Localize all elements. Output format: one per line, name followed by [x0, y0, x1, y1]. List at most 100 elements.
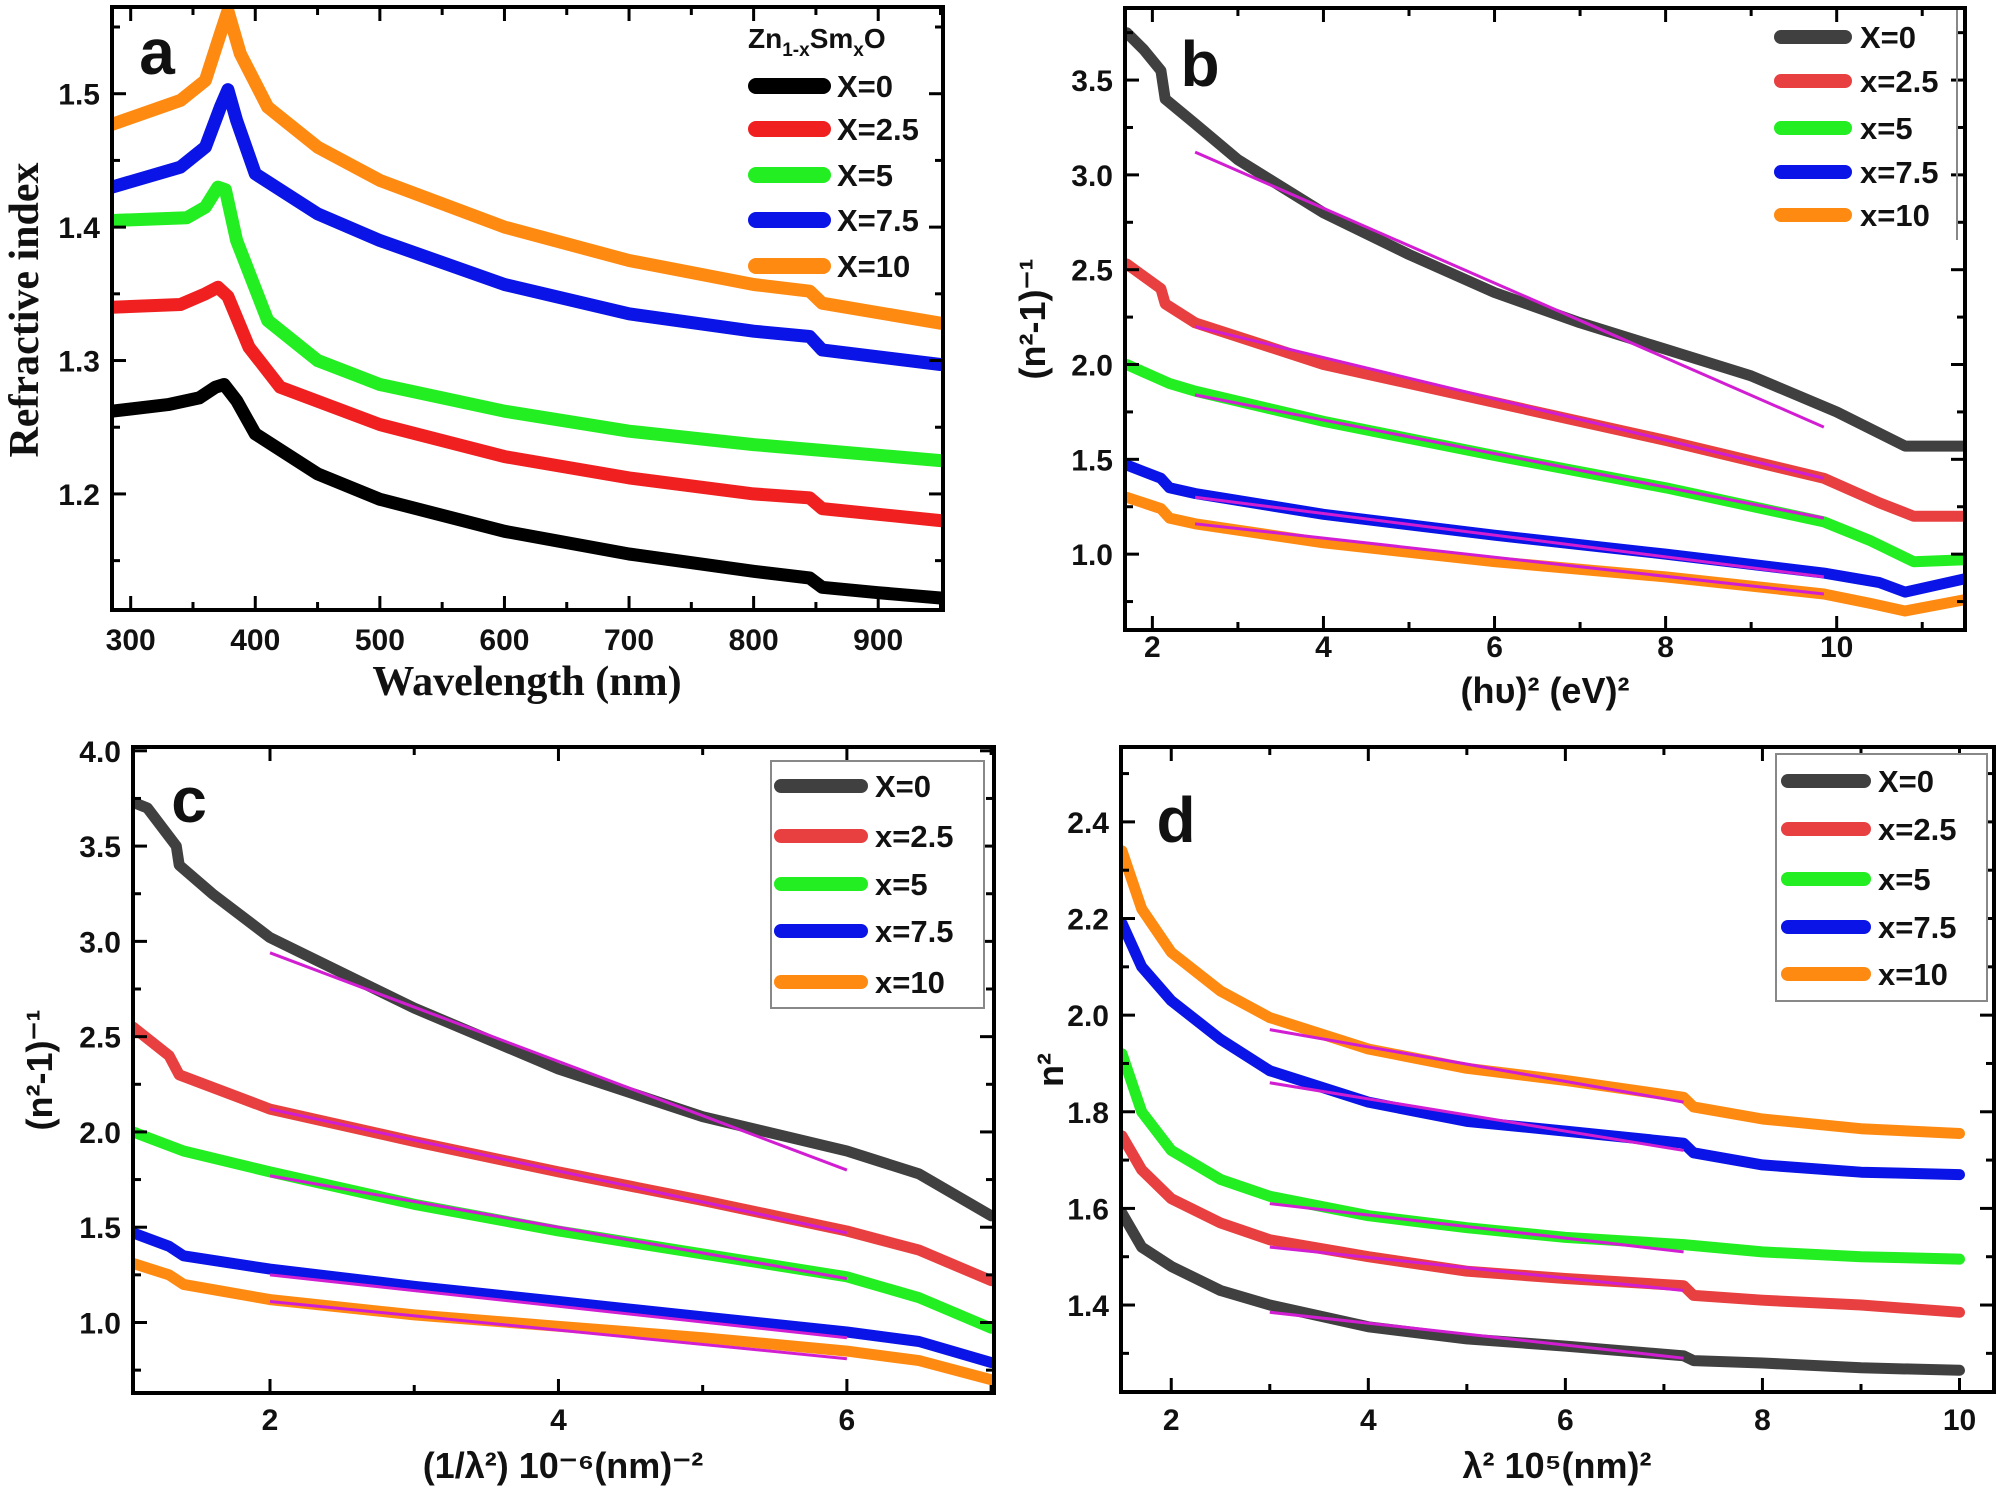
- legend-title-part: 1-x: [782, 40, 810, 61]
- fit-line-X=0: [1194, 150, 1825, 429]
- y-tick-label: 2.2: [1067, 904, 1109, 937]
- legend-label: x=10: [1878, 957, 1948, 992]
- fit-line-x=7.5: [269, 1273, 848, 1340]
- y-tick-label: 1.0: [79, 1307, 121, 1340]
- x-tick-label: 800: [729, 624, 779, 657]
- y-tick-label: 2.5: [79, 1022, 121, 1055]
- x-tick-label: 8: [1657, 631, 1674, 664]
- fit-line-x=2.5: [1194, 325, 1825, 480]
- legend-label: x=5: [1860, 111, 1913, 146]
- series-line-x=10: [1121, 845, 1965, 1139]
- x-tick-label: 400: [230, 624, 280, 657]
- series-line-X=0: [1121, 1207, 1965, 1376]
- y-axis-title: (n²-1)⁻¹: [1012, 259, 1053, 380]
- fit-line-x=7.5: [1269, 1081, 1684, 1152]
- series-line-x=2.5: [1125, 258, 1965, 522]
- legend-title: Zn1-xSmxO: [748, 23, 886, 61]
- series-line-x=10: [1125, 491, 1965, 617]
- x-axis-title: (hυ)² (eV)²: [1461, 670, 1630, 711]
- y-tick-label: 2.0: [79, 1117, 121, 1150]
- y-axis-title: n²: [1030, 1053, 1071, 1087]
- y-tick-label: 1.0: [1071, 539, 1113, 572]
- plot-frame: [1123, 6, 1967, 632]
- y-tick-label: 1.6: [1067, 1193, 1109, 1226]
- fit-line-x=10: [269, 1300, 848, 1361]
- fit-line-x=10: [1194, 522, 1825, 596]
- x-tick-label: 900: [853, 624, 903, 657]
- plot-frame: [1119, 745, 1996, 1394]
- x-axis-title: (1/λ²) 10⁻⁶(nm)⁻²: [423, 1445, 704, 1486]
- legend-label: x=10: [1860, 198, 1930, 233]
- x-tick-label: 10: [1943, 1404, 1976, 1437]
- y-tick-label: 3.5: [1071, 65, 1113, 98]
- legend-label: X=7.5: [837, 203, 919, 238]
- series-line-X=10: [112, 7, 943, 330]
- x-tick-label: 8: [1754, 1404, 1771, 1437]
- series-line-X=7.5: [112, 83, 943, 371]
- legend-label: X=5: [837, 158, 893, 193]
- fit-line-x=2.5: [269, 1107, 848, 1235]
- fit-line-X=0: [1269, 1310, 1684, 1360]
- series-line-X=0: [1125, 27, 1965, 452]
- y-tick-label: 1.4: [1067, 1290, 1109, 1323]
- fit-line-x=10: [1269, 1028, 1684, 1104]
- y-tick-label: 3.0: [79, 926, 121, 959]
- x-tick-label: 2: [1144, 631, 1161, 664]
- x-tick-label: 10: [1820, 631, 1853, 664]
- fit-line-x=5: [269, 1174, 848, 1281]
- series-line-X=0: [112, 378, 943, 605]
- panel-c: 2 4 6 1.0 1.5 2.0 2.5 3.0 3.5 4.0 (1/λ²) 10⁻⁶(nm)⁻…: [19, 736, 996, 1486]
- legend-label: x=5: [875, 867, 928, 902]
- legend-label: X=0: [875, 769, 931, 804]
- legend: X=0 x=2.5 x=5 x=7.5 x=10: [1775, 753, 1988, 1002]
- legend-label: X=0: [1878, 764, 1934, 799]
- y-tick-label: 3.0: [1071, 160, 1113, 193]
- legend-label: x=2.5: [1878, 812, 1956, 847]
- legend-title-part: Zn: [748, 23, 782, 54]
- y-tick-label: 1.5: [58, 79, 100, 112]
- y-axis-title: (n²-1)⁻¹: [19, 1010, 60, 1131]
- x-tick-label: 6: [839, 1404, 856, 1437]
- legend-title-part: O: [864, 23, 886, 54]
- legend-label: x=7.5: [875, 914, 953, 949]
- y-tick-label: 2.4: [1067, 807, 1109, 840]
- series-line-X=0: [133, 796, 994, 1222]
- y-tick-label: 1.3: [58, 346, 100, 379]
- legend-label: X=10: [837, 249, 910, 284]
- x-axis-title: λ² 10⁵(nm)²: [1463, 1445, 1652, 1486]
- panel-b: 2 4 6 8 10 1.0 1.5 2.0 2.5 3.0 3.5 (hυ)² (eV)² (n²-1…: [1012, 6, 1967, 711]
- legend: X=0 x=2.5 x=5 x=7.5 x=10: [770, 760, 985, 1009]
- panel-d: 2 4 6 8 10 1.4 1.6 1.8 2.0 2.2 2.4 λ² 10⁵(nm)² n² d X=…: [1030, 745, 1996, 1486]
- legend-label: x=2.5: [1860, 64, 1938, 99]
- x-axis-title: Wavelength (nm): [372, 659, 681, 705]
- x-tick-label: 2: [1163, 1404, 1180, 1437]
- fit-line-x=5: [1194, 393, 1825, 520]
- series-line-x=7.5: [1121, 917, 1965, 1181]
- x-tick-label: 500: [355, 624, 405, 657]
- legend-label: X=0: [837, 69, 893, 104]
- x-tick-label: 6: [1557, 1404, 1574, 1437]
- panel-letter: c: [171, 764, 207, 836]
- x-tick-label: 600: [479, 624, 529, 657]
- panel-letter: b: [1180, 28, 1219, 100]
- legend: Zn1-xSmxO X=0 X=2.5 X=5 X=7.5 X=10: [748, 23, 919, 284]
- y-tick-label: 1.4: [58, 212, 100, 245]
- plot-frame: [110, 5, 945, 612]
- x-tick-label: 700: [604, 624, 654, 657]
- y-tick-label: 4.0: [79, 736, 121, 769]
- legend-title-part: Sm: [810, 23, 854, 54]
- fit-line-X=0: [269, 951, 848, 1172]
- series-line-x=7.5: [133, 1227, 994, 1368]
- x-tick-label: 300: [106, 624, 156, 657]
- y-tick-label: 1.5: [79, 1212, 121, 1245]
- fit-line-x=7.5: [1194, 495, 1825, 579]
- panel-letter: a: [139, 16, 175, 88]
- legend-label: x=7.5: [1878, 910, 1956, 945]
- legend-label: X=2.5: [837, 112, 919, 147]
- fit-line-x=5: [1269, 1202, 1684, 1254]
- y-tick-label: 1.5: [1071, 444, 1113, 477]
- legend-label: x=10: [875, 965, 945, 1000]
- x-tick-label: 4: [1360, 1404, 1377, 1437]
- legend: X=0 x=2.5 x=5 x=7.5 x=10: [1774, 10, 1958, 240]
